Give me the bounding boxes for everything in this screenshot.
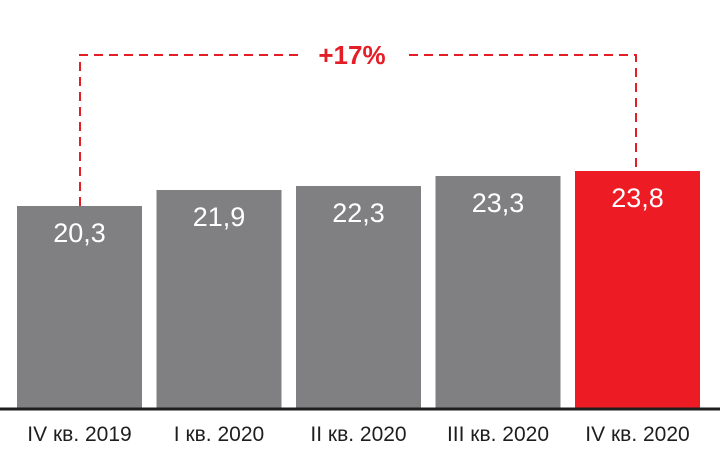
growth-annotation: +17% (79, 40, 637, 206)
bars-layer (17, 171, 700, 409)
value-label-5: 23,8 (611, 183, 664, 213)
bar-4 (435, 176, 561, 409)
bar-5 (575, 171, 700, 409)
value-labels-layer: 20,3 21,9 22,3 23,3 23,8 (53, 183, 664, 248)
bar-3 (296, 186, 421, 409)
value-label-4: 23,3 (472, 188, 525, 218)
bar-1 (17, 206, 142, 409)
category-label-5: IV кв. 2020 (585, 423, 689, 446)
bar-2 (156, 190, 282, 409)
value-label-1: 20,3 (53, 218, 106, 248)
category-label-3: II кв. 2020 (310, 423, 406, 446)
growth-label: +17% (318, 40, 385, 70)
category-labels-layer: IV кв. 2019 I кв. 2020 II кв. 2020 III кв. … (27, 423, 689, 446)
value-label-3: 22,3 (332, 198, 385, 228)
value-label-2: 21,9 (193, 202, 246, 232)
category-label-2: I кв. 2020 (174, 423, 264, 446)
category-label-4: III кв. 2020 (447, 423, 549, 446)
growth-label-background (300, 47, 404, 63)
category-label-1: IV кв. 2019 (27, 423, 131, 446)
